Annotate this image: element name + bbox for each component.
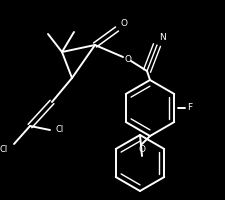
Text: O: O [139, 146, 146, 154]
Text: N: N [159, 32, 165, 42]
Text: Cl: Cl [0, 146, 8, 154]
Text: Cl: Cl [56, 126, 64, 134]
Text: F: F [187, 104, 193, 112]
Text: O: O [121, 20, 128, 28]
Text: O: O [124, 54, 131, 64]
